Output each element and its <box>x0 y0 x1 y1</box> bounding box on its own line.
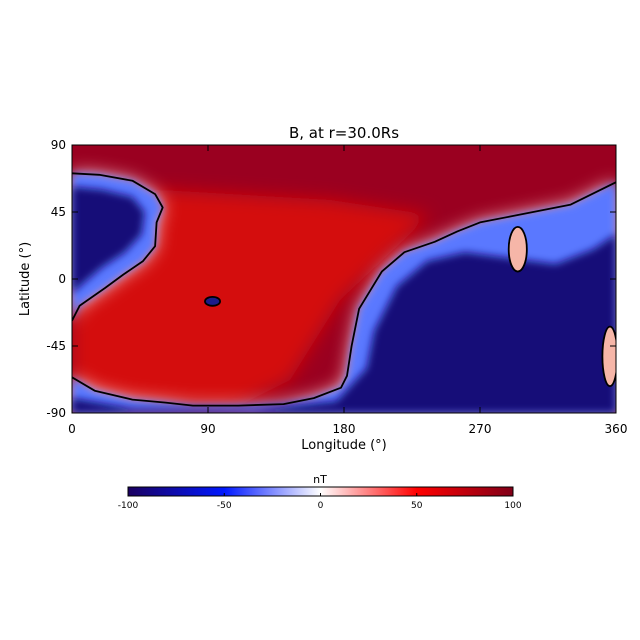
negative-core-west <box>72 186 145 294</box>
island-spot-2 <box>602 326 616 387</box>
x-tick-label: 90 <box>200 422 215 436</box>
y-tick-label: 90 <box>51 138 66 152</box>
contour-island-0 <box>204 295 221 307</box>
x-axis-label: Longitude (°) <box>301 438 386 453</box>
y-axis: 90 45 0 -45 -90 <box>46 138 616 420</box>
colorbar-tick-label: 0 <box>318 501 324 511</box>
island-spot-0 <box>204 296 221 306</box>
x-tick-label: 360 <box>605 422 628 436</box>
colorbar-tick-label: -100 <box>118 501 139 511</box>
negative-core-south <box>72 234 616 413</box>
colorbar-label: nT <box>313 473 327 486</box>
heatmap-field <box>72 145 616 413</box>
contour-island-2 <box>601 325 616 388</box>
contour-island-1 <box>507 225 528 273</box>
x-axis: 0 90 180 270 360 <box>68 145 627 436</box>
y-axis-label: Latitude (°) <box>18 242 33 316</box>
y-tick-label: 45 <box>51 205 66 219</box>
colorbar-ticks: -100 -50 0 50 100 <box>118 493 522 511</box>
y-tick-label: -90 <box>46 406 66 420</box>
x-tick-label: 0 <box>68 422 76 436</box>
x-tick-label: 180 <box>333 422 356 436</box>
zero-contour <box>72 172 616 407</box>
contour-line-main <box>72 172 164 322</box>
island-spot-1 <box>508 226 527 272</box>
y-tick-label: -45 <box>46 339 66 353</box>
colorbar-tick-label: -50 <box>217 501 232 511</box>
y-tick-label: 0 <box>58 272 66 286</box>
colorbar-tick-label: 50 <box>411 501 423 511</box>
contour-line-lower <box>72 181 616 407</box>
colorbar-tick-label: 100 <box>504 501 521 511</box>
chart-title: B, at r=30.0Rs <box>289 124 399 142</box>
x-tick-label: 270 <box>469 422 492 436</box>
